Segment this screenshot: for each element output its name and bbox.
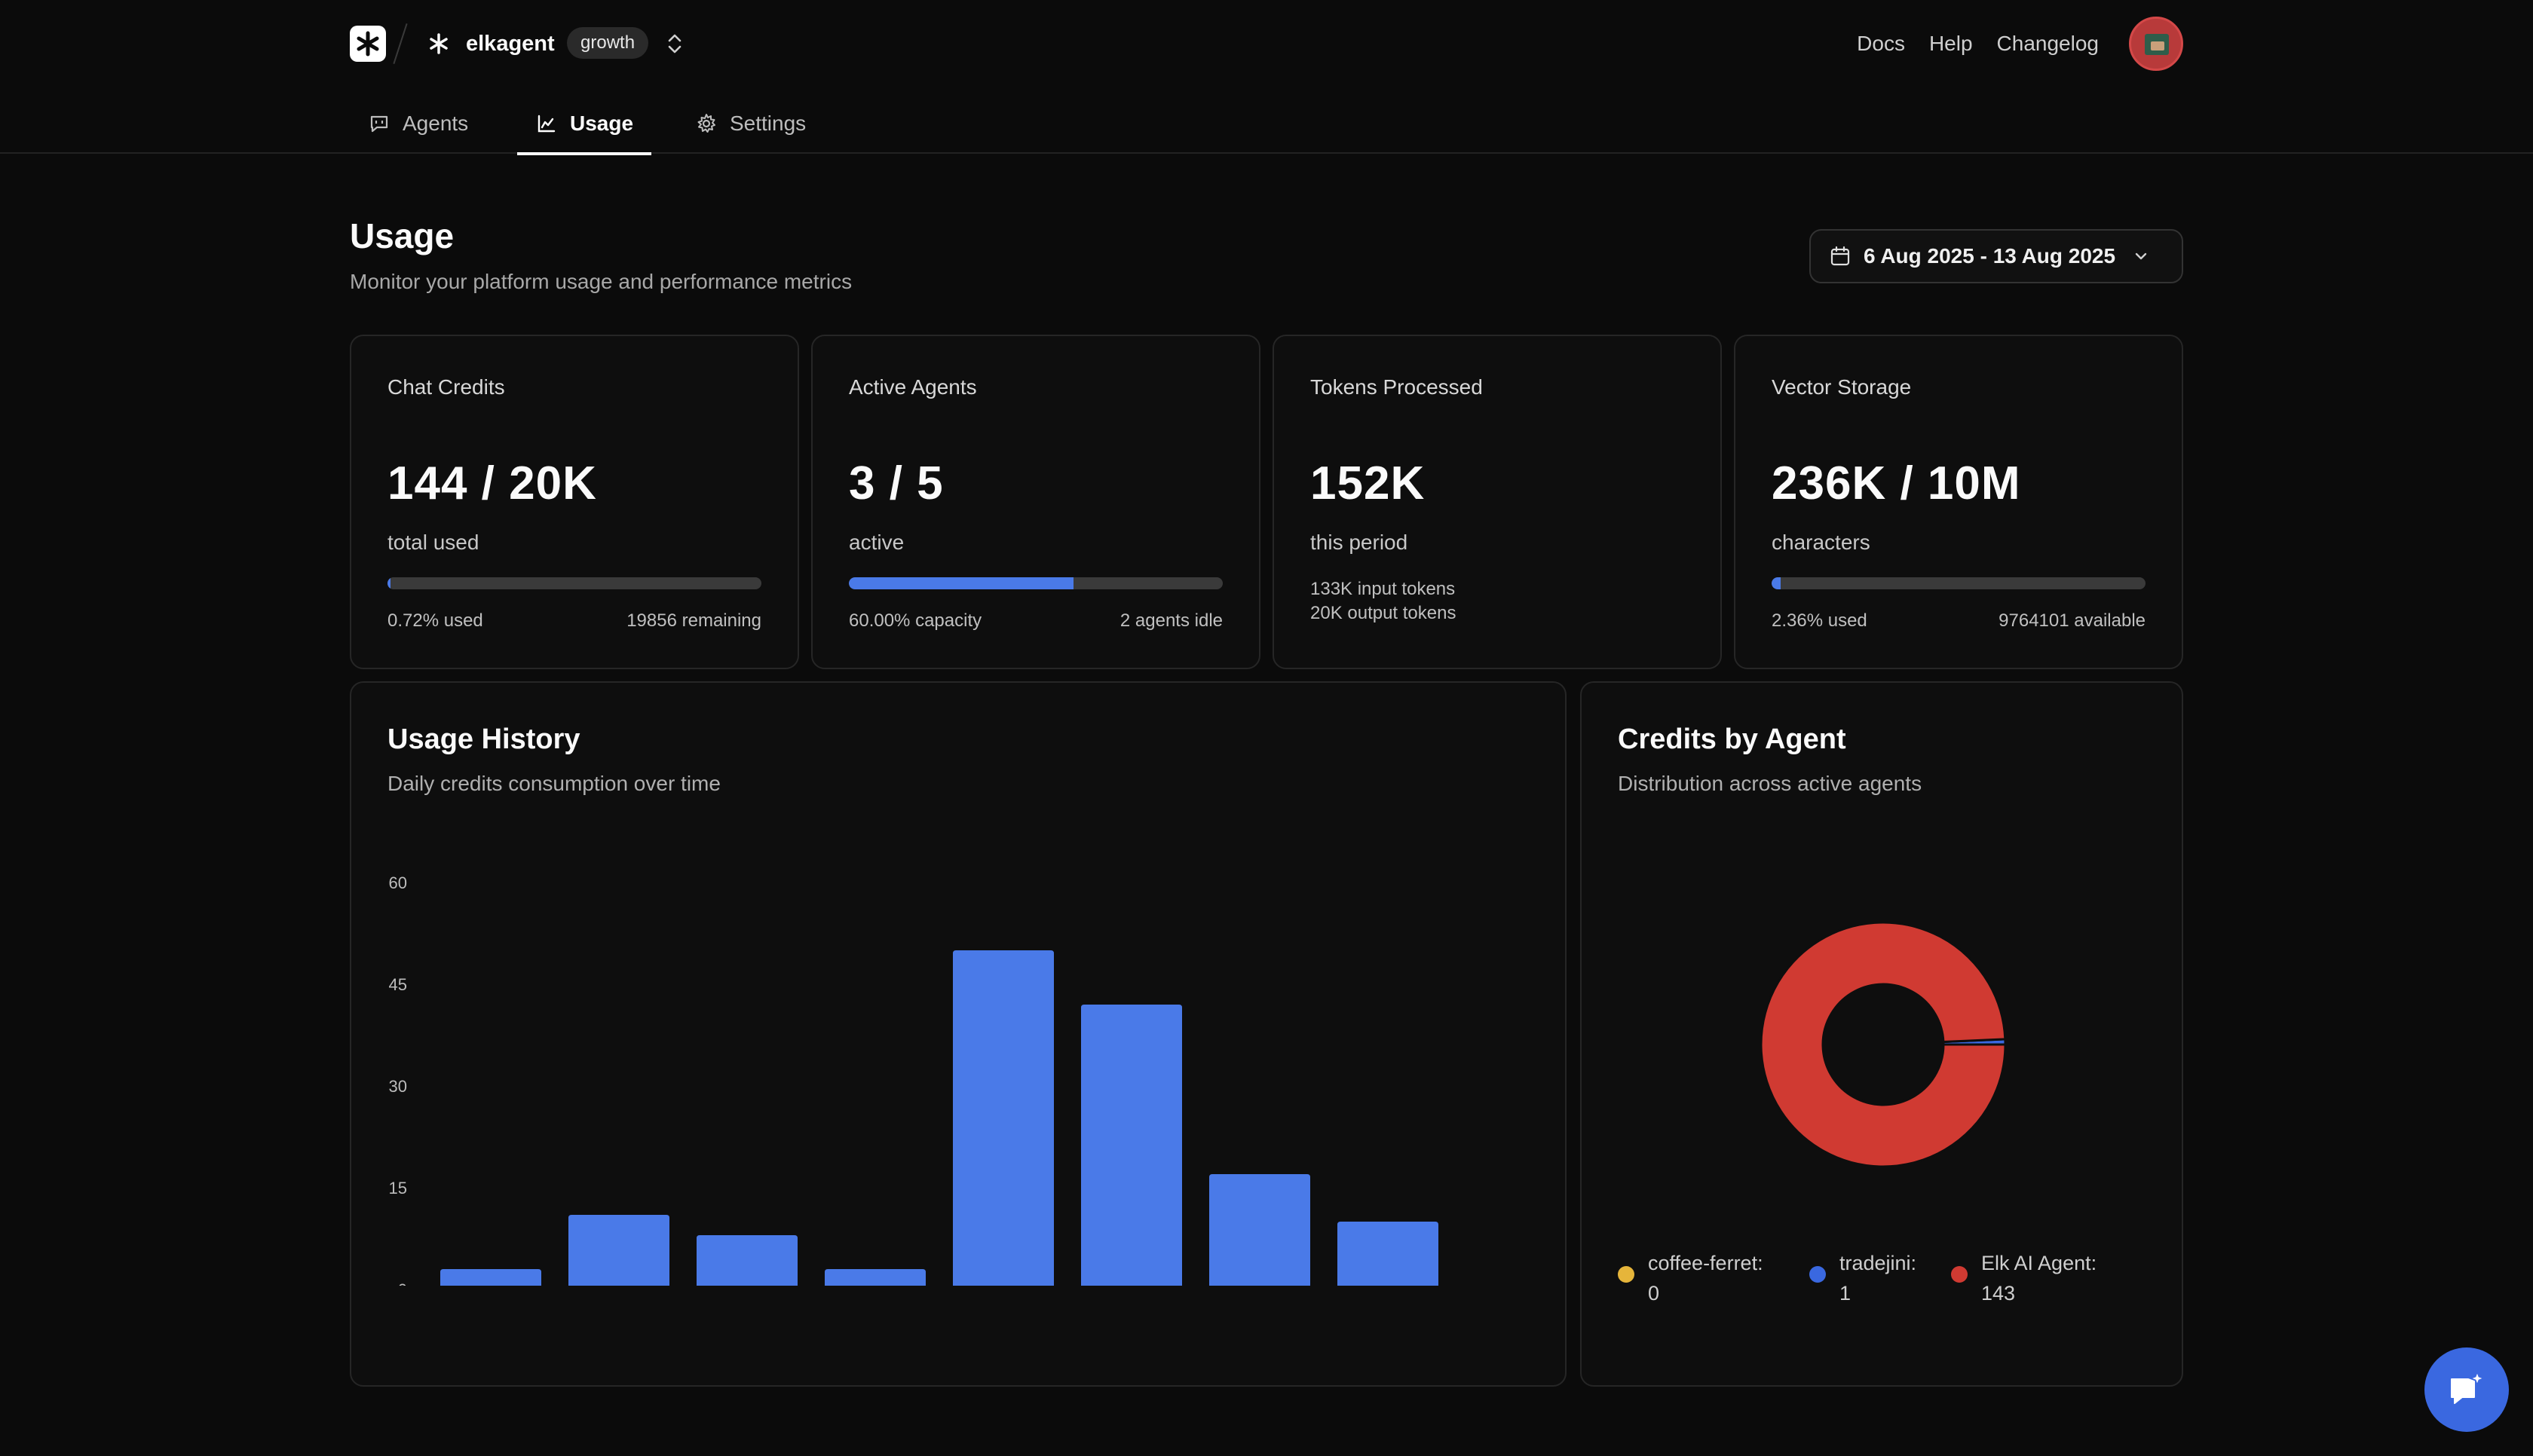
top-bar: elkagent growth Docs Help Changelog Agen… bbox=[0, 0, 2533, 155]
chevron-down-icon bbox=[2135, 252, 2147, 260]
page-title: Usage bbox=[350, 216, 455, 255]
tokens-unit: this period bbox=[1310, 531, 1408, 554]
date-range-picker[interactable]: 6 Aug 2025 - 13 Aug 2025 bbox=[1809, 229, 2183, 283]
credits-by-agent-title: Credits by Agent bbox=[1618, 723, 1846, 755]
y-tick-label: 45 bbox=[389, 975, 407, 994]
vector-storage-percent: 2.36% used bbox=[1772, 610, 1867, 631]
chat-support-button[interactable] bbox=[2424, 1347, 2509, 1432]
legend-tradejini-value: 1 bbox=[1839, 1282, 1852, 1305]
date-range-label: 6 Aug 2025 - 13 Aug 2025 bbox=[1864, 244, 2116, 268]
bar-7-aug[interactable] bbox=[568, 1215, 669, 1286]
legend-coffee-ferret-value: 0 bbox=[1648, 1282, 1660, 1305]
chat-credits-percent: 0.72% used bbox=[387, 610, 483, 631]
chart-icon bbox=[538, 115, 556, 133]
y-tick-label: 15 bbox=[389, 1179, 407, 1198]
chat-credits-label: Chat Credits bbox=[387, 375, 505, 399]
usage-history-title: Usage History bbox=[387, 723, 580, 755]
changelog-link[interactable]: Changelog bbox=[1996, 32, 2099, 55]
legend-elk-ai-agent-name: Elk AI Agent: bbox=[1981, 1252, 2097, 1274]
active-agents-value: 3 / 5 bbox=[849, 457, 944, 509]
credits-by-agent-card: Credits by Agent Distribution across act… bbox=[1580, 681, 2183, 1387]
legend-tradejini-name: tradejini: bbox=[1839, 1252, 1917, 1274]
gear-icon bbox=[697, 114, 715, 133]
active-agents-idle: 2 agents idle bbox=[1119, 610, 1223, 631]
legend-tradejini-label: tradejini: 1 bbox=[1839, 1248, 1916, 1308]
active-agents-unit: active bbox=[849, 531, 905, 554]
tab-usage[interactable]: Usage bbox=[516, 93, 652, 155]
user-avatar[interactable] bbox=[2129, 17, 2183, 71]
chat-credits-remaining: 19856 remaining bbox=[626, 610, 761, 631]
bar-11-aug[interactable] bbox=[1081, 1005, 1182, 1286]
legend-dot-red bbox=[1951, 1266, 1968, 1283]
active-agents-card: Active Agents 3 / 5 active 60.00% capaci… bbox=[811, 335, 1260, 669]
usage-history-subtitle: Daily credits consumption over time bbox=[387, 772, 721, 795]
y-tick-label: 0 bbox=[398, 1280, 407, 1286]
workspace-name[interactable]: elkagent bbox=[466, 32, 555, 56]
active-agents-progress bbox=[849, 577, 1223, 589]
calendar-icon bbox=[1830, 246, 1850, 266]
input-tokens: 133K input tokens bbox=[1310, 579, 1456, 599]
active-agents-capacity: 60.00% capacity bbox=[849, 610, 982, 631]
vector-storage-label: Vector Storage bbox=[1772, 375, 1912, 399]
legend-dot-blue bbox=[1809, 1266, 1826, 1283]
brand-logo[interactable] bbox=[350, 26, 386, 62]
chevron-up-down-icon[interactable] bbox=[663, 30, 686, 57]
active-agents-label: Active Agents bbox=[849, 375, 977, 399]
y-tick-label: 60 bbox=[389, 873, 407, 892]
bar-12-aug[interactable] bbox=[1209, 1174, 1310, 1286]
usage-history-chart: 0153045606 Aug7 Aug8 Aug9 Aug10 Aug11 Au… bbox=[389, 873, 1438, 1286]
output-tokens: 20K output tokens bbox=[1310, 603, 1456, 623]
tab-settings-label: Settings bbox=[730, 112, 807, 135]
legend-elk-ai-agent-value: 143 bbox=[1981, 1282, 2016, 1305]
tab-agents[interactable]: Agents bbox=[368, 93, 468, 154]
tokens-value: 152K bbox=[1310, 457, 1426, 509]
chat-credits-unit: total used bbox=[387, 531, 479, 554]
usage-history-card: Usage History Daily credits consumption … bbox=[350, 681, 1567, 1387]
tokens-label: Tokens Processed bbox=[1310, 375, 1483, 399]
top-links: Docs Help Changelog bbox=[1857, 29, 2099, 59]
bar-9-aug[interactable] bbox=[825, 1269, 926, 1286]
chat-credits-progress bbox=[387, 577, 761, 589]
avatar-image-detail bbox=[2151, 41, 2164, 50]
legend-elk-ai-agent-label: Elk AI Agent: 143 bbox=[1981, 1248, 2097, 1308]
plan-badge: growth bbox=[567, 27, 649, 59]
chat-credits-value: 144 / 20K bbox=[387, 457, 597, 509]
bar-13-aug[interactable] bbox=[1337, 1222, 1438, 1286]
tab-settings[interactable]: Settings bbox=[695, 93, 806, 154]
breadcrumb-separator bbox=[393, 23, 408, 64]
donut-slice-elk-ai-agent[interactable] bbox=[1760, 921, 2007, 1168]
legend-coffee-ferret-name: coffee-ferret: bbox=[1648, 1252, 1763, 1274]
bar-6-aug[interactable] bbox=[440, 1269, 541, 1286]
credits-by-agent-subtitle: Distribution across active agents bbox=[1618, 772, 1922, 795]
chat-credits-card: Chat Credits 144 / 20K total used 0.72% … bbox=[350, 335, 799, 669]
asterisk-logo-icon bbox=[357, 31, 379, 57]
page-subtitle: Monitor your platform usage and performa… bbox=[350, 270, 853, 293]
active-agents-progress-fill bbox=[849, 577, 1074, 589]
tab-agents-label: Agents bbox=[403, 112, 469, 135]
bar-8-aug[interactable] bbox=[697, 1235, 798, 1286]
chat-bubble-icon bbox=[370, 115, 388, 133]
vector-storage-progress bbox=[1772, 577, 2146, 589]
help-link[interactable]: Help bbox=[1928, 32, 1973, 55]
bar-10-aug[interactable] bbox=[953, 950, 1054, 1286]
chat-credits-progress-fill bbox=[387, 577, 391, 589]
vector-storage-card: Vector Storage 236K / 10M characters 2.3… bbox=[1734, 335, 2183, 669]
docs-link[interactable]: Docs bbox=[1857, 32, 1905, 55]
legend-coffee-ferret-label: coffee-ferret: 0 bbox=[1648, 1248, 1763, 1308]
y-tick-label: 30 bbox=[389, 1077, 407, 1096]
vector-storage-value: 236K / 10M bbox=[1772, 457, 2021, 509]
legend-dot-yellow bbox=[1618, 1266, 1634, 1283]
vector-storage-progress-fill bbox=[1772, 577, 1781, 589]
tab-usage-label: Usage bbox=[570, 112, 634, 135]
tokens-processed-card: Tokens Processed 152K this period 133K i… bbox=[1273, 335, 1722, 669]
credits-donut-chart bbox=[1760, 921, 2007, 1168]
chat-sparkle-icon bbox=[2451, 1369, 2486, 1404]
workspace-asterisk-icon bbox=[430, 33, 448, 54]
vector-storage-unit: characters bbox=[1772, 531, 1870, 554]
vector-storage-available: 9764101 available bbox=[1999, 610, 2146, 631]
